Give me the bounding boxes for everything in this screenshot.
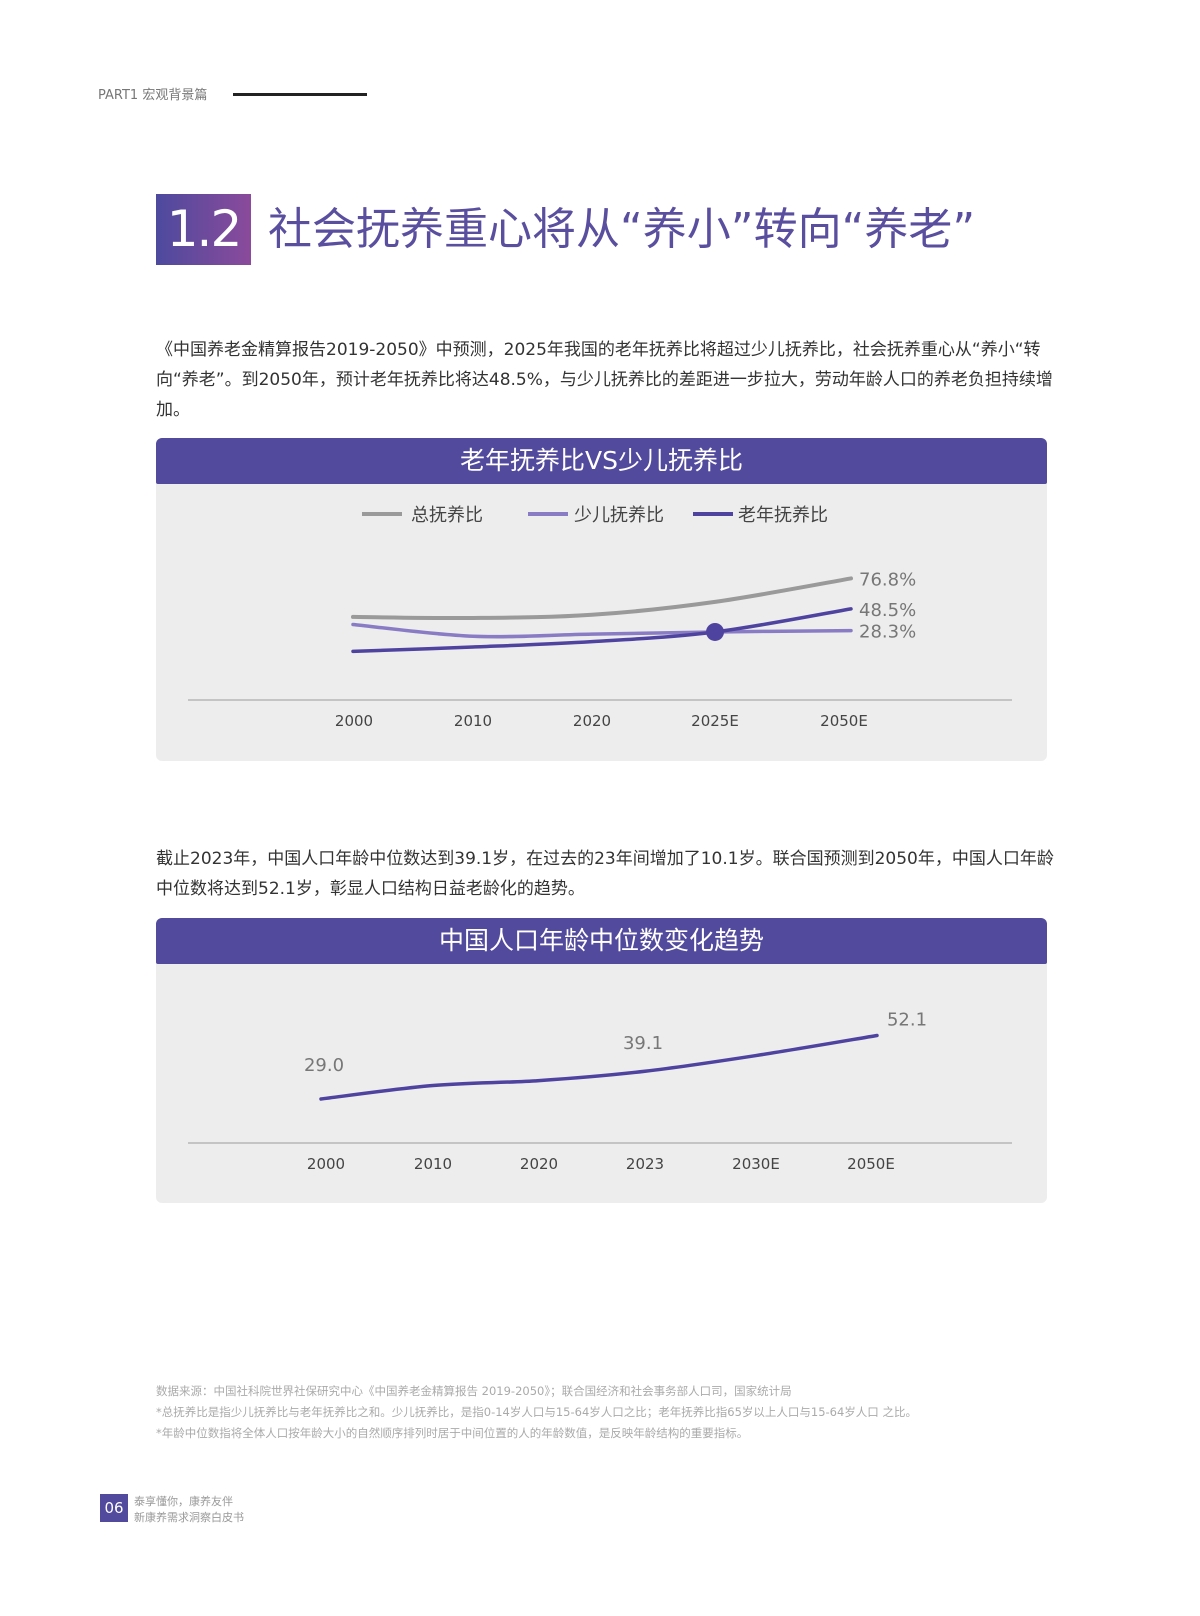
data-label: 52.1	[887, 1009, 927, 1030]
x-tick-label: 2010	[454, 712, 492, 730]
x-tick-label: 2010	[414, 1155, 452, 1173]
end-value-label: 28.3%	[859, 622, 916, 643]
crossover-marker	[706, 622, 724, 641]
x-tick-label: 2050E	[847, 1155, 895, 1173]
series-line-0	[351, 576, 853, 621]
section-title: 社会抚养重心将从“养小”转向“养老”	[268, 204, 976, 255]
series-line-2	[351, 607, 853, 654]
chart-title: 老年抚养比VS少儿抚养比	[156, 438, 1047, 484]
series-line-1	[351, 622, 853, 639]
header-divider	[233, 93, 367, 96]
x-tick-label: 2050E	[820, 712, 868, 730]
end-value-label: 48.5%	[859, 600, 916, 621]
part-label: PART1 宏观背景篇	[98, 88, 208, 103]
intro-paragraph: 《中国养老金精算报告2019-2050》中预测，2025年我国的老年抚养比将超过…	[156, 340, 1053, 420]
x-tick-label: 2020	[573, 712, 611, 730]
legend-label: 总抚养比	[411, 505, 483, 526]
data-label: 39.1	[623, 1033, 663, 1054]
legend-label: 老年抚养比	[738, 505, 828, 526]
footnote-median: *年龄中位数指将全体人口按年龄大小的自然顺序排列时居于中间位置的人的年龄数值，是…	[156, 1426, 749, 1440]
median-age-paragraph: 截止2023年，中国人口年龄中位数达到39.1岁，在过去的23年间增加了10.1…	[156, 849, 1054, 899]
x-tick-label: 2025E	[691, 712, 739, 730]
median-age-line	[319, 1033, 879, 1101]
footer-doc-title: 新康养需求洞察白皮书	[134, 1511, 244, 1524]
chart-title: 中国人口年龄中位数变化趋势	[156, 918, 1047, 964]
page-number: 06	[100, 1494, 128, 1522]
footnote-source: 数据来源：中国社科院世界社保研究中心《中国养老金精算报告 2019-2050》；…	[156, 1384, 792, 1398]
end-value-label: 76.8%	[859, 569, 916, 590]
dependency-ratio-chart: 老年抚养比VS少儿抚养比 总抚养比 少儿抚养比 老年抚养比 2000 2010 2020 2…	[156, 438, 1047, 761]
footer-slogan: 泰享懂你，康养友伴	[134, 1495, 233, 1508]
data-label: 29.0	[304, 1055, 344, 1076]
section-number: 1.2	[156, 194, 251, 265]
chart-plot: 总抚养比 少儿抚养比 老年抚养比 2000 2010 2020 2025E 2050E 76.8…	[188, 505, 1012, 730]
x-tick-label: 2000	[335, 712, 373, 730]
legend-label: 少儿抚养比	[574, 505, 664, 526]
x-tick-label: 2020	[520, 1155, 558, 1173]
x-tick-label: 2023	[626, 1155, 664, 1173]
x-tick-label: 2030E	[732, 1155, 780, 1173]
chart-plot: 2000 2010 2020 2023 2030E 2050E 29.0 39.1 52.1	[188, 1009, 1012, 1173]
median-age-chart: 中国人口年龄中位数变化趋势 2000 2010 2020 2023 2030E 2050E…	[156, 918, 1047, 1203]
x-tick-label: 2000	[307, 1155, 345, 1173]
footnote-dependency: *总抚养比是指少儿抚养比与老年抚养比之和。少儿抚养比，是指0-14岁人口与15-…	[156, 1405, 917, 1419]
